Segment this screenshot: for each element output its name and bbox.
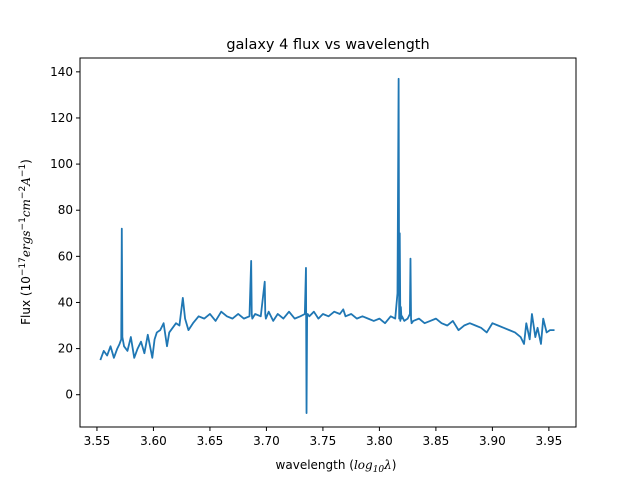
x-tick-label: 3.75 [310,434,337,448]
x-axis-label-sub: 10 [373,465,385,475]
y-axis-label-close: ) [19,159,33,164]
x-tick-label: 3.95 [536,434,563,448]
x-tick-label: 3.85 [423,434,450,448]
y-axis-label-text: Flux (10 [19,276,33,325]
x-axis-label-lambda: λ [383,458,392,472]
y-axis-label-sup2: −1 [18,217,28,230]
x-axis-label: wavelength (log10λ) [276,458,397,475]
y-tick-label: 140 [50,65,73,79]
x-axis-label-text: wavelength ( [276,458,354,472]
plot-area [79,57,577,428]
y-axis-label-unit2: cm [19,199,33,217]
y-axis-ticks: 0 20 40 60 80 100 120 140 [50,65,80,402]
y-tick-label: 120 [50,111,73,125]
x-tick-label: 3.60 [140,434,167,448]
axes-frame [79,57,577,428]
x-tick-label: 3.80 [366,434,393,448]
y-tick-label: 0 [65,388,73,402]
y-tick-label: 60 [58,249,73,263]
flux-series-line [99,77,555,415]
y-axis-label-sup3: −2 [18,186,28,199]
y-tick-label: 100 [50,157,73,171]
x-tick-label: 3.65 [197,434,224,448]
x-tick-label: 3.55 [84,434,111,448]
x-axis-label-math: log [354,458,373,472]
chart-title: galaxy 4 flux vs wavelength [226,37,429,53]
y-axis-label-unit3: A [19,177,33,187]
x-tick-label: 3.70 [253,434,280,448]
x-axis-ticks: 3.55 3.60 3.65 3.70 3.75 3.80 3.85 3.90 3.95 [84,427,563,448]
x-axis-label-close: ) [392,458,397,472]
y-tick-label: 40 [58,295,73,309]
y-axis-label-sup4: −1 [18,164,28,177]
y-axis-label-sup1: −17 [18,257,28,276]
y-axis-label-unit1: ergs [19,230,33,257]
y-axis-label: Flux (10−17ergs−1cm−2A−1) [18,159,33,325]
x-tick-label: 3.90 [479,434,506,448]
y-tick-label: 80 [58,203,73,217]
y-tick-label: 20 [58,342,73,356]
